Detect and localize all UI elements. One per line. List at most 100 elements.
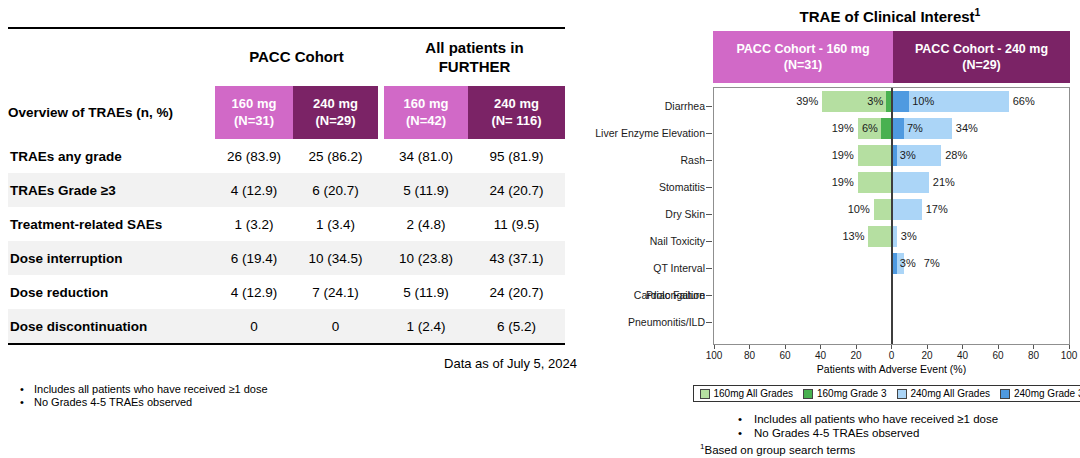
cell-value: 5 (11.9) [384,183,468,198]
x-axis-label: Patients with Adverse Event (%) [713,363,1070,375]
bar-label: 3% [900,250,916,277]
cell-value: 4 (12.9) [215,285,293,300]
trae-overview-panel: PACC Cohort All patients in FURTHER Over… [8,27,577,409]
legend-label: 160mg Grade 3 [817,388,887,399]
bar-160mg-all-grades [858,145,892,166]
x-tick-mark [891,345,892,349]
x-tick-label: 80 [735,350,765,361]
category-label: Pneumonitis/ILD [595,309,705,336]
legend-item: 160mg All Grades [700,388,794,399]
footnote-line: • No Grades 4-5 TRAEs observed [8,396,577,409]
chart-footnotes: • Includes all patients who have receive… [700,412,1075,457]
cell-value: 5 (11.9) [384,285,468,300]
category-tick [706,106,712,107]
category-tick [706,214,712,215]
table-row-header-label: Overview of TRAEs (n, %) [8,86,215,139]
cell-value: 24 (20.7) [468,183,565,198]
chart-footnote-sup: 1Based on group search terms [700,440,1075,457]
category-tick [706,268,712,269]
row-label: TRAEs any grade [8,149,215,164]
legend-swatch [803,389,813,399]
x-tick-mark [962,345,963,349]
cell-value: 6 (19.4) [215,251,293,266]
bar-label: 3% [867,88,883,115]
column-header-3: 240 mg (N= 116) [468,86,565,139]
table-row: Dose discontinuation001 (2.4)6 (5.2) [8,309,565,343]
cell-value: 1 (2.4) [384,319,468,334]
column-header-2: 160 mg (N=42) [384,86,468,139]
cell-value: 26 (83.9) [215,149,293,164]
bar-label: 17% [926,196,948,223]
cell-value: 1 (3.4) [293,217,378,232]
trae-overview-table: PACC Cohort All patients in FURTHER Over… [8,27,565,345]
bar-label: 13% [842,223,864,250]
category-label: Nail Toxicity [595,228,705,255]
category-label: Liver Enzyme Elevation [595,120,705,147]
x-tick-mark [1033,345,1034,349]
row-label: Treatment-related SAEs [8,217,215,232]
cohort-header-240mg: PACC Cohort - 240 mg (N=29) [893,31,1070,83]
x-tick-label: 100 [699,350,729,361]
cell-value: 25 (86.2) [293,149,378,164]
cell-value: 95 (81.9) [468,149,565,164]
bar-label: 3% [900,142,916,169]
bar-label: 34% [956,115,978,142]
table-footnotes: • Includes all patients who have receive… [8,383,577,409]
footnote-line: • Includes all patients who have receive… [8,383,577,396]
category-tick [706,241,712,242]
cell-value: 43 (37.1) [468,251,565,266]
bar-label: 19% [832,115,854,142]
bar-label: 10% [912,88,934,115]
bar-label: 10% [848,196,870,223]
legend-swatch [1000,389,1010,399]
bar-240mg-grade3 [892,118,904,139]
cell-value: 0 [293,319,378,334]
chart-title-text: TRAE of Clinical Interest [800,8,975,25]
table-row: Dose reduction4 (12.9)7 (24.1)5 (11.9)24… [8,275,565,309]
x-tick-mark [1069,345,1070,349]
category-label: Rash [595,147,705,174]
x-tick-mark [785,345,786,349]
bar-label: 7% [924,250,940,277]
table-row: TRAEs Grade ≥34 (12.9)6 (20.7)5 (11.9)24… [8,173,565,207]
column-header-0: 160 mg (N=31) [215,86,293,139]
legend-swatch [897,389,907,399]
x-tick-label: 60 [983,350,1013,361]
bar-label: 7% [907,115,923,142]
legend-label: 160mg All Grades [714,388,794,399]
category-label: Cardiac Failure [595,282,705,309]
footnote-line: • No Grades 4-5 TRAEs observed [700,426,1075,440]
row-label: Dose interruption [8,251,215,266]
cell-value: 2 (4.8) [384,217,468,232]
chart-plot: 39%3%10%66%19%6%7%34%19%3%28%19%21%10%17… [713,87,1070,345]
bar-label: 19% [832,142,854,169]
bar-label: 19% [832,169,854,196]
cell-value: 4 (12.9) [215,183,293,198]
trae-table-body: TRAEs any grade26 (83.9)25 (86.2) 34 (81.… [8,139,565,343]
column-header-1: 240 mg (N=29) [293,86,378,139]
cell-value: 10 (34.5) [293,251,378,266]
table-row: Treatment-related SAEs1 (3.2)1 (3.4)2 (4… [8,207,565,241]
x-tick-mark [998,345,999,349]
x-tick-label: 40 [806,350,836,361]
cell-value: 6 (20.7) [293,183,378,198]
legend-label: 240mg Grade 3 [1014,388,1080,399]
cell-value: 0 [215,319,293,334]
x-tick-label: 80 [1019,350,1049,361]
bullet-icon: • [738,426,754,440]
bar-label: 39% [796,88,818,115]
bar-160mg-all-grades [858,172,892,193]
cell-value: 7 (24.1) [293,285,378,300]
cell-value: 6 (5.2) [468,319,565,334]
column-header-row: Overview of TRAEs (n, %) 160 mg (N=31)24… [8,86,565,139]
row-label: Dose reduction [8,285,215,300]
x-tick-label: 60 [770,350,800,361]
row-label: Dose discontinuation [8,319,215,334]
category-tick [706,133,712,134]
x-tick-mark [927,345,928,349]
cell-value: 34 (81.0) [384,149,468,164]
x-tick-label: 100 [1054,350,1080,361]
category-label: QT Interval Prolongation [595,255,705,282]
footnote-line: • Includes all patients who have receive… [700,412,1075,426]
bar-label: 3% [901,223,917,250]
